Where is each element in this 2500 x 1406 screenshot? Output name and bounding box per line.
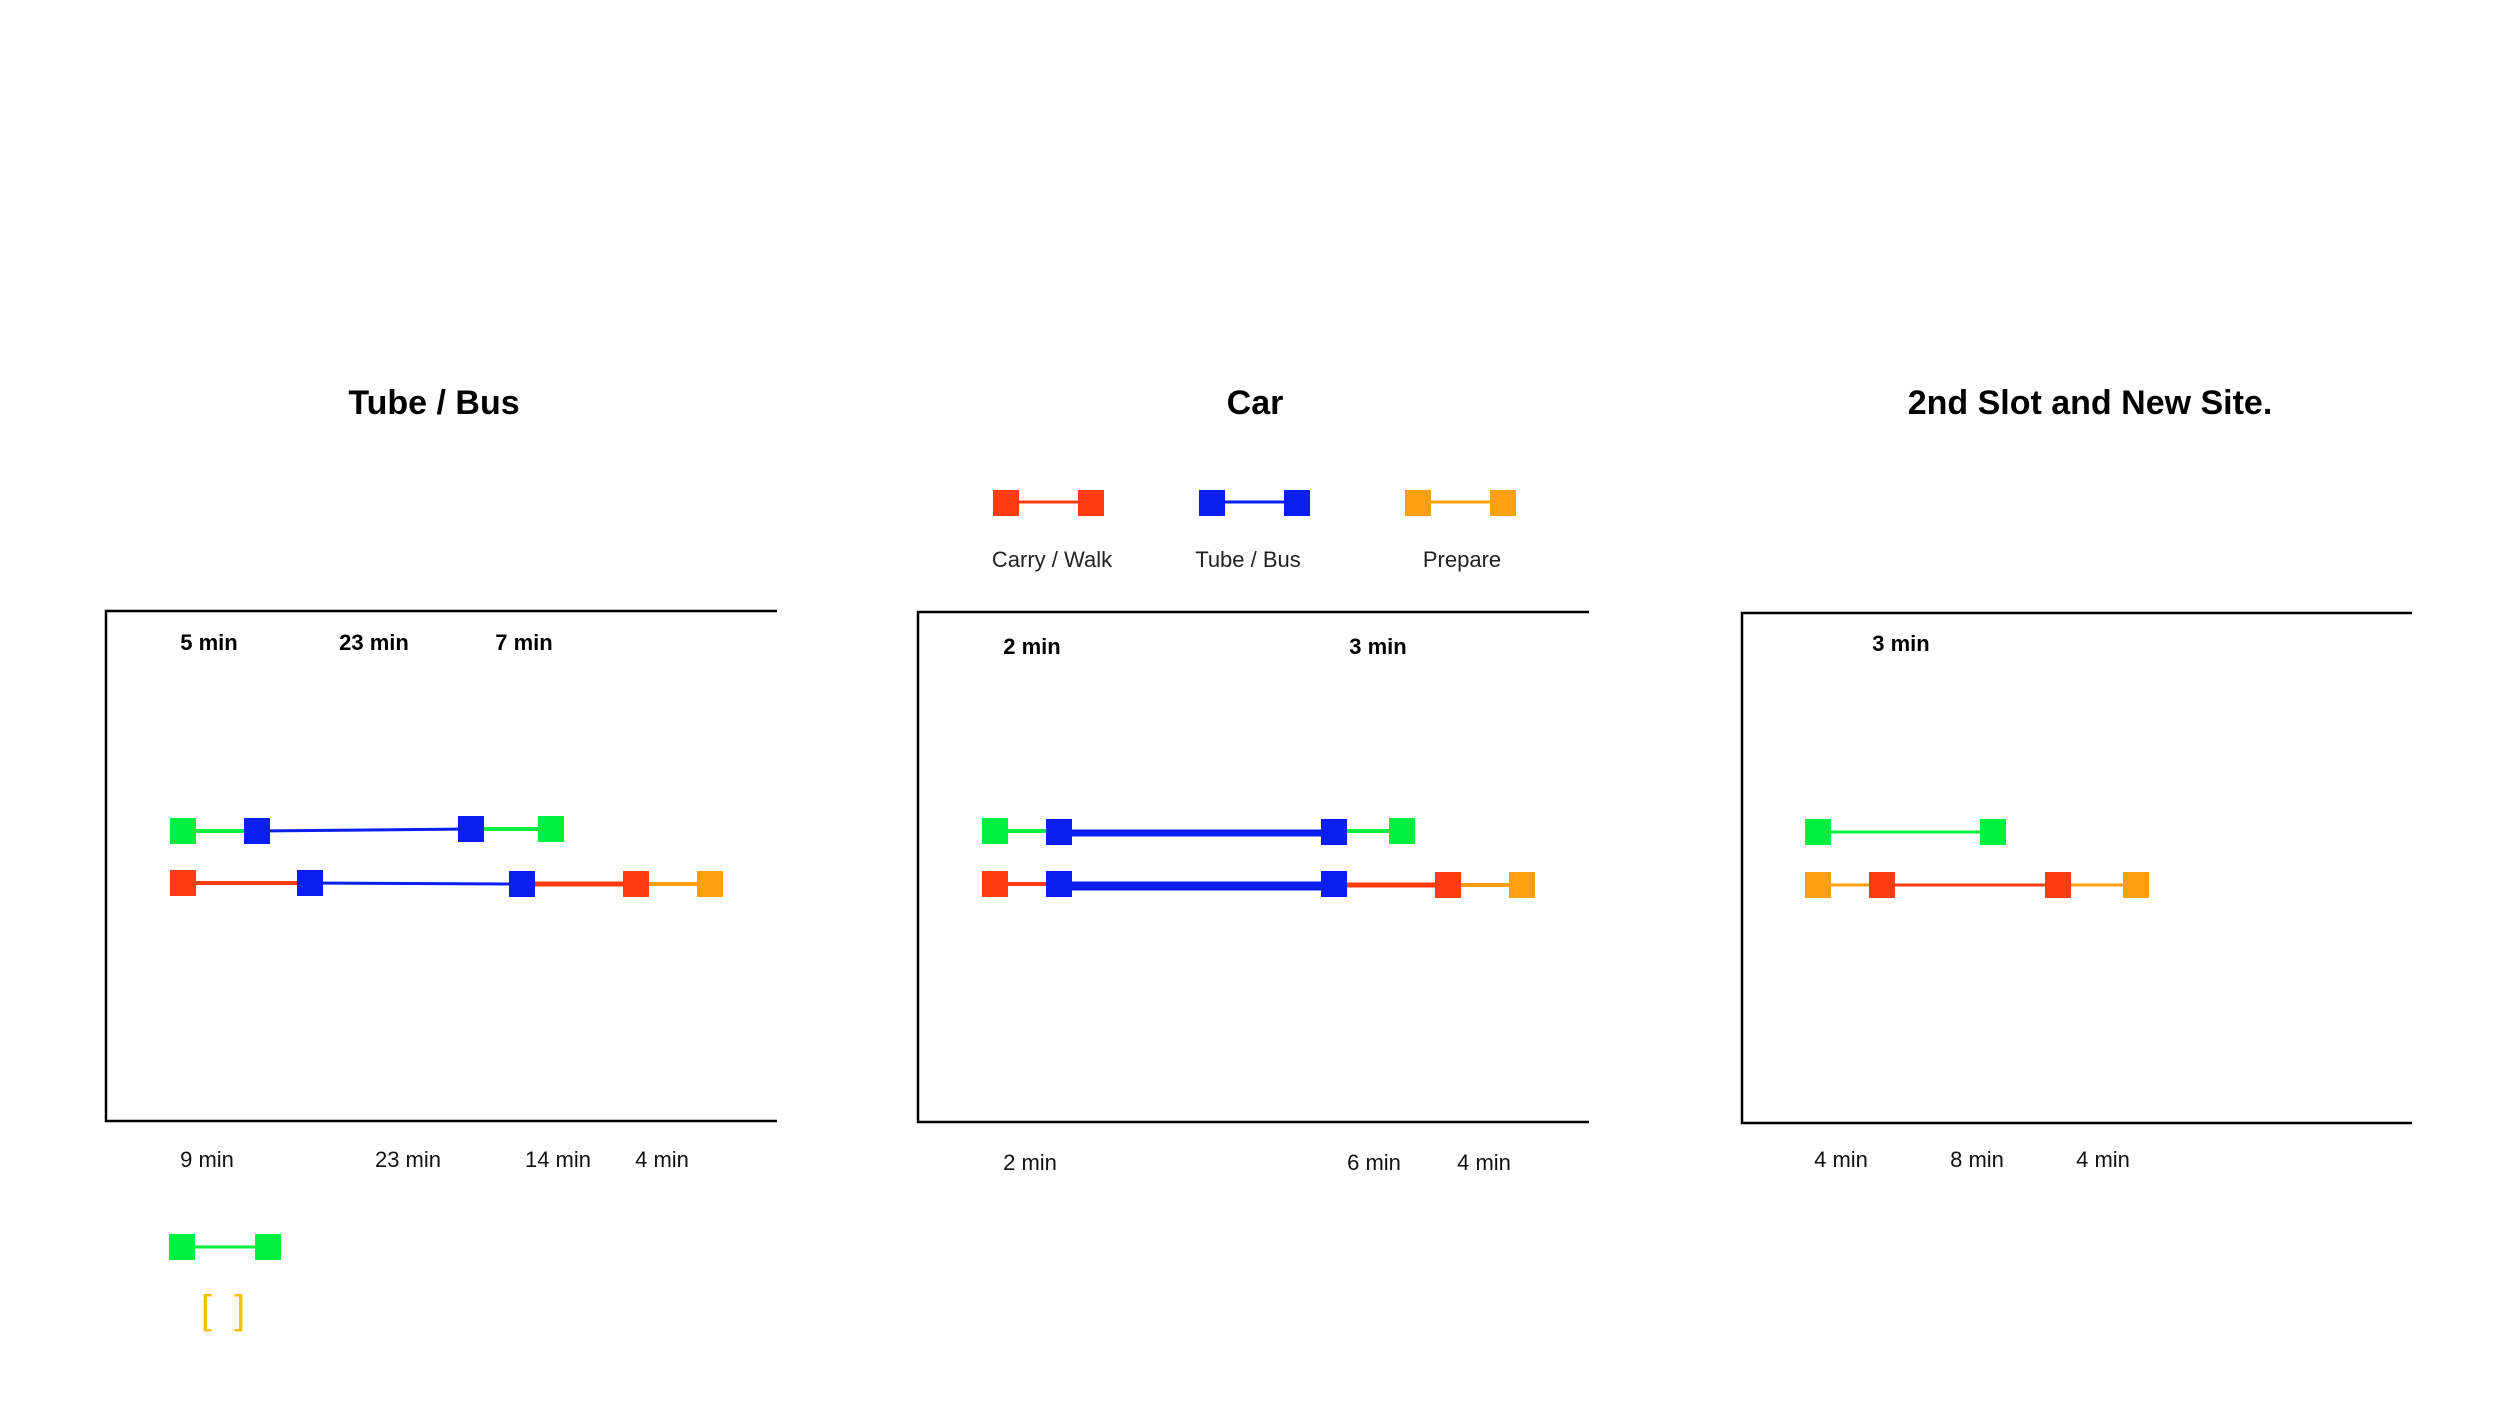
green-legend-start — [169, 1234, 195, 1260]
top-label: 3 min — [1349, 634, 1406, 659]
green-legend: [ ] — [169, 1234, 281, 1332]
legend-carry-walk-end — [1078, 490, 1104, 516]
legend: Carry / Walk Tube / Bus Prepare — [992, 490, 1516, 572]
top-label: 7 min — [495, 630, 552, 655]
carry-walk-node — [1435, 872, 1461, 898]
bottom-label: 4 min — [2076, 1147, 2130, 1172]
prepare-node — [1509, 872, 1535, 898]
tube-bus-segment — [256, 827, 472, 833]
panel-second-slot: 3 min 4 min 8 min 4 min — [1805, 631, 2149, 1172]
top-label: 23 min — [339, 630, 409, 655]
green-node — [538, 816, 564, 842]
carry-walk-node — [2045, 872, 2071, 898]
top-label: 2 min — [1003, 634, 1060, 659]
panel-title-tube-bus: Tube / Bus — [348, 384, 519, 422]
legend-prepare-label: Prepare — [1423, 547, 1501, 572]
tube-bus-node — [1321, 819, 1347, 845]
tube-bus-node — [1321, 871, 1347, 897]
bottom-label: 4 min — [1457, 1150, 1511, 1175]
tube-bus-node — [297, 870, 323, 896]
panel-car: 2 min 3 min 2 min 6 min 4 min — [982, 634, 1535, 1175]
tube-bus-node — [244, 818, 270, 844]
green-node — [1389, 818, 1415, 844]
green-node — [1805, 819, 1831, 845]
tube-bus-node — [1046, 871, 1072, 897]
bottom-label: 9 min — [180, 1147, 234, 1172]
tube-bus-node — [509, 871, 535, 897]
bottom-label: 4 min — [635, 1147, 689, 1172]
top-label: 3 min — [1872, 631, 1929, 656]
legend-carry-walk-start — [993, 490, 1019, 516]
legend-prepare-end — [1490, 490, 1516, 516]
panel-title-car: Car — [1227, 384, 1284, 422]
legend-tube-bus-start — [1199, 490, 1225, 516]
top-label: 5 min — [180, 630, 237, 655]
green-node — [170, 818, 196, 844]
legend-carry-walk: Carry / Walk — [992, 490, 1113, 572]
panel-frame-car — [916, 610, 1589, 1124]
legend-tube-bus: Tube / Bus — [1195, 490, 1310, 572]
legend-prepare-start — [1405, 490, 1431, 516]
bracket-placeholder: [ ] — [201, 1288, 245, 1332]
tube-bus-node — [1046, 819, 1072, 845]
legend-carry-walk-label: Carry / Walk — [992, 547, 1113, 572]
panel-tube-bus: 5 min 23 min 7 min 9 min 23 min 14 min 4… — [170, 630, 723, 1172]
bottom-label: 4 min — [1814, 1147, 1868, 1172]
green-node — [1980, 819, 2006, 845]
prepare-node — [2123, 872, 2149, 898]
carry-walk-node — [623, 871, 649, 897]
prepare-node — [1805, 872, 1831, 898]
bottom-label: 23 min — [375, 1147, 441, 1172]
prepare-node — [697, 871, 723, 897]
green-node — [982, 818, 1008, 844]
panel-frame-tube-bus — [104, 609, 777, 1123]
legend-prepare: Prepare — [1405, 490, 1516, 572]
panel-title-second-slot: 2nd Slot and New Site. — [1908, 384, 2273, 422]
bottom-label: 8 min — [1950, 1147, 2004, 1172]
bottom-label: 2 min — [1003, 1150, 1057, 1175]
carry-walk-node — [1869, 872, 1895, 898]
panel-frame-second-slot — [1740, 611, 2412, 1125]
carry-walk-node — [982, 871, 1008, 897]
legend-tube-bus-label: Tube / Bus — [1195, 547, 1301, 572]
bottom-label: 14 min — [525, 1147, 591, 1172]
tube-bus-segment — [309, 881, 523, 886]
legend-tube-bus-end — [1284, 490, 1310, 516]
bottom-label: 6 min — [1347, 1150, 1401, 1175]
tube-bus-node — [458, 816, 484, 842]
carry-walk-node — [170, 870, 196, 896]
green-legend-end — [255, 1234, 281, 1260]
